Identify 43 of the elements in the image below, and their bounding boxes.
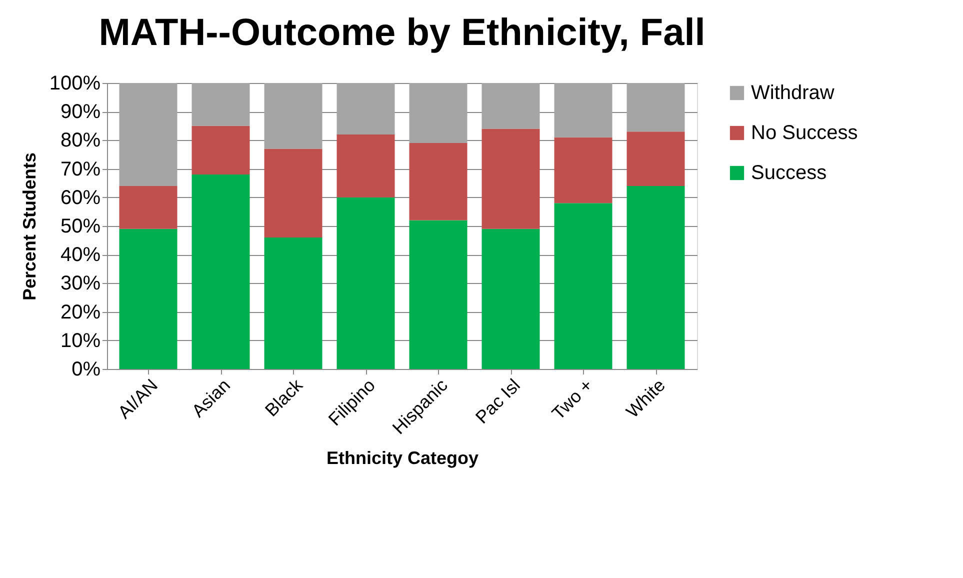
y-tick-label: 60% <box>60 186 101 209</box>
bar <box>336 83 395 134</box>
y-tick-label: 40% <box>60 244 101 266</box>
bar <box>336 197 395 369</box>
bar <box>119 83 178 186</box>
x-axis-title: Ethnicity Categoy <box>326 448 479 468</box>
bar <box>626 132 685 186</box>
bar <box>409 143 468 220</box>
y-tick-label: 0% <box>72 358 101 380</box>
bar <box>554 203 612 369</box>
bar <box>554 137 612 204</box>
bar <box>264 83 322 149</box>
bar <box>409 83 468 144</box>
bar <box>336 134 395 198</box>
y-tick-label: 30% <box>60 272 101 295</box>
y-tick-label: 90% <box>60 101 101 124</box>
bar <box>119 228 178 369</box>
y-axis-title: Percent Students <box>19 152 40 301</box>
bar <box>192 174 250 369</box>
y-tick-label: 100% <box>49 72 101 94</box>
legend-label: No Success <box>751 122 858 144</box>
bar <box>554 83 612 138</box>
bar <box>409 220 468 369</box>
bar <box>264 148 322 238</box>
bar <box>482 83 540 129</box>
y-tick-label: 10% <box>60 330 101 352</box>
bar <box>119 186 178 229</box>
bar <box>264 237 322 369</box>
bar <box>192 83 250 126</box>
y-tick-label: 50% <box>60 216 101 238</box>
bar <box>626 186 685 369</box>
x-tick-label: Pac Isl <box>472 375 524 428</box>
bar <box>626 83 685 132</box>
chart-title: MATH--Outcome by Ethnicity, Fall <box>98 12 706 54</box>
legend-label: Success <box>751 162 827 184</box>
y-tick-label: 20% <box>60 301 101 324</box>
bar <box>482 228 540 369</box>
legend-label: Withdraw <box>751 82 835 104</box>
y-tick-label: 70% <box>60 158 101 180</box>
y-tick-label: 80% <box>60 130 101 152</box>
x-tick-label: Two + <box>548 375 596 424</box>
bar <box>192 126 250 175</box>
bar <box>482 128 540 229</box>
